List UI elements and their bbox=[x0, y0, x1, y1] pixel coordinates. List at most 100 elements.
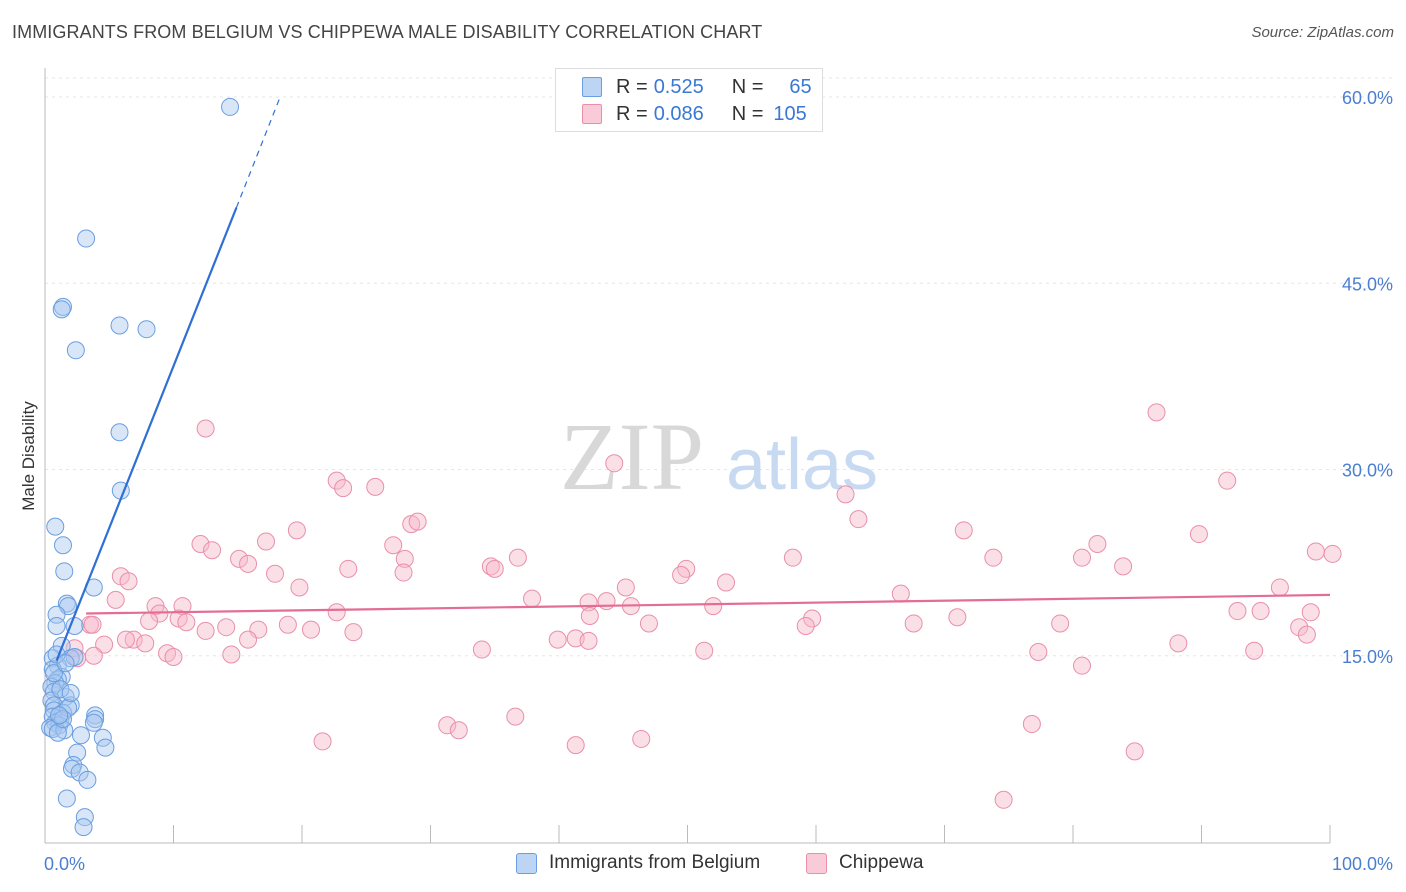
legend-row-chippewa: R = 0.086 N = 105 bbox=[582, 102, 807, 126]
point-chippewa bbox=[196, 621, 215, 640]
point-chippewa bbox=[301, 620, 320, 639]
point-chippewa bbox=[1290, 618, 1309, 637]
point-chippewa bbox=[1218, 471, 1237, 490]
point-chippewa bbox=[449, 721, 468, 740]
point-belgium bbox=[70, 763, 89, 782]
point-belgium bbox=[221, 97, 240, 116]
point-belgium bbox=[71, 726, 90, 745]
y-axis-label: Male Disability bbox=[19, 401, 38, 511]
point-belgium bbox=[55, 562, 74, 581]
point-chippewa bbox=[954, 521, 973, 540]
point-belgium bbox=[110, 423, 129, 442]
point-chippewa bbox=[616, 578, 635, 597]
data-points bbox=[41, 97, 1342, 837]
trend-line-belgium bbox=[55, 207, 238, 662]
point-chippewa bbox=[334, 479, 353, 498]
legend-swatch-chippewa bbox=[806, 852, 827, 874]
point-chippewa bbox=[84, 646, 103, 665]
legend-n-label: N = bbox=[731, 75, 764, 98]
legend-swatch-chippewa bbox=[582, 104, 602, 124]
point-chippewa bbox=[472, 640, 491, 659]
legend-r-label: R = bbox=[616, 75, 648, 98]
point-chippewa bbox=[394, 563, 413, 582]
point-chippewa bbox=[203, 541, 222, 560]
point-chippewa bbox=[119, 572, 138, 591]
point-chippewa bbox=[796, 616, 815, 635]
point-belgium bbox=[74, 818, 93, 837]
point-chippewa bbox=[196, 419, 215, 438]
legend-swatch-belgium bbox=[516, 852, 537, 874]
point-chippewa bbox=[1189, 525, 1208, 544]
point-chippewa bbox=[1088, 535, 1107, 553]
point-chippewa bbox=[136, 634, 155, 653]
point-chippewa bbox=[290, 578, 309, 597]
legend-r-label: R = bbox=[616, 102, 648, 125]
point-chippewa bbox=[1169, 634, 1188, 653]
point-chippewa bbox=[164, 647, 183, 666]
point-belgium bbox=[46, 517, 65, 536]
point-chippewa bbox=[266, 564, 285, 583]
legend-n-label: N = bbox=[731, 102, 764, 125]
series-legend: Immigrants from Belgium Chippewa bbox=[0, 852, 1406, 878]
point-belgium bbox=[110, 316, 129, 335]
correlation-legend: R = 0.525 N = 65 R = 0.086 N = 105 bbox=[555, 68, 823, 132]
legend-row-belgium: R = 0.525 N = 65 bbox=[582, 75, 812, 99]
point-chippewa bbox=[1029, 643, 1048, 662]
point-belgium bbox=[137, 320, 156, 339]
point-belgium bbox=[56, 654, 75, 673]
point-chippewa bbox=[191, 535, 210, 553]
point-chippewa bbox=[222, 645, 241, 664]
point-chippewa bbox=[313, 732, 332, 751]
trend-line-chippewa bbox=[86, 593, 1331, 615]
point-chippewa bbox=[239, 554, 258, 573]
point-chippewa bbox=[566, 736, 585, 755]
legend-item-chippewa: Chippewa bbox=[806, 852, 924, 874]
x-tick-label: 100.0% bbox=[1332, 854, 1393, 874]
point-chippewa bbox=[1245, 641, 1264, 660]
point-chippewa bbox=[395, 549, 414, 568]
point-chippewa bbox=[1051, 614, 1070, 633]
point-belgium bbox=[61, 696, 80, 715]
point-chippewa bbox=[177, 613, 196, 632]
point-belgium bbox=[57, 789, 76, 808]
point-chippewa bbox=[116, 630, 135, 649]
point-chippewa bbox=[639, 614, 658, 633]
point-chippewa bbox=[327, 603, 346, 622]
legend-item-belgium: Immigrants from Belgium bbox=[516, 852, 760, 874]
watermark-zip: ZIP bbox=[560, 403, 704, 510]
point-chippewa bbox=[523, 589, 542, 608]
point-chippewa bbox=[1072, 656, 1091, 675]
point-belgium bbox=[51, 680, 70, 699]
chart-title: IMMIGRANTS FROM BELGIUM VS CHIPPEWA MALE… bbox=[12, 22, 763, 42]
point-chippewa bbox=[83, 615, 102, 634]
legend-r-value: 0.525 bbox=[653, 75, 704, 98]
point-chippewa bbox=[1306, 542, 1325, 561]
point-chippewa bbox=[106, 590, 125, 609]
watermark-atlas: atlas bbox=[726, 425, 878, 505]
legend-swatch-belgium bbox=[582, 77, 602, 97]
point-chippewa bbox=[278, 615, 297, 634]
point-chippewa bbox=[366, 477, 385, 496]
trend-line-belgium-extension bbox=[235, 96, 281, 208]
point-belgium bbox=[50, 706, 69, 725]
point-chippewa bbox=[1114, 557, 1133, 576]
point-chippewa bbox=[287, 521, 306, 540]
axis-labels: 15.0% 30.0% 45.0% 60.0% 0.0% 100.0% Male Disab… bbox=[19, 88, 1393, 874]
legend-n-value: 105 bbox=[773, 102, 807, 125]
point-chippewa bbox=[1147, 403, 1166, 422]
point-chippewa bbox=[695, 641, 714, 660]
point-chippewa bbox=[605, 454, 624, 473]
point-chippewa bbox=[344, 623, 363, 642]
point-chippewa bbox=[672, 566, 691, 585]
point-chippewa bbox=[508, 548, 527, 567]
point-chippewa bbox=[230, 549, 249, 568]
point-chippewa bbox=[1228, 602, 1247, 621]
point-chippewa bbox=[1022, 715, 1041, 734]
point-chippewa bbox=[803, 609, 822, 628]
point-chippewa bbox=[994, 790, 1013, 809]
point-belgium bbox=[59, 698, 78, 717]
point-chippewa bbox=[891, 584, 910, 603]
point-chippewa bbox=[597, 592, 616, 611]
point-chippewa bbox=[1125, 742, 1144, 761]
